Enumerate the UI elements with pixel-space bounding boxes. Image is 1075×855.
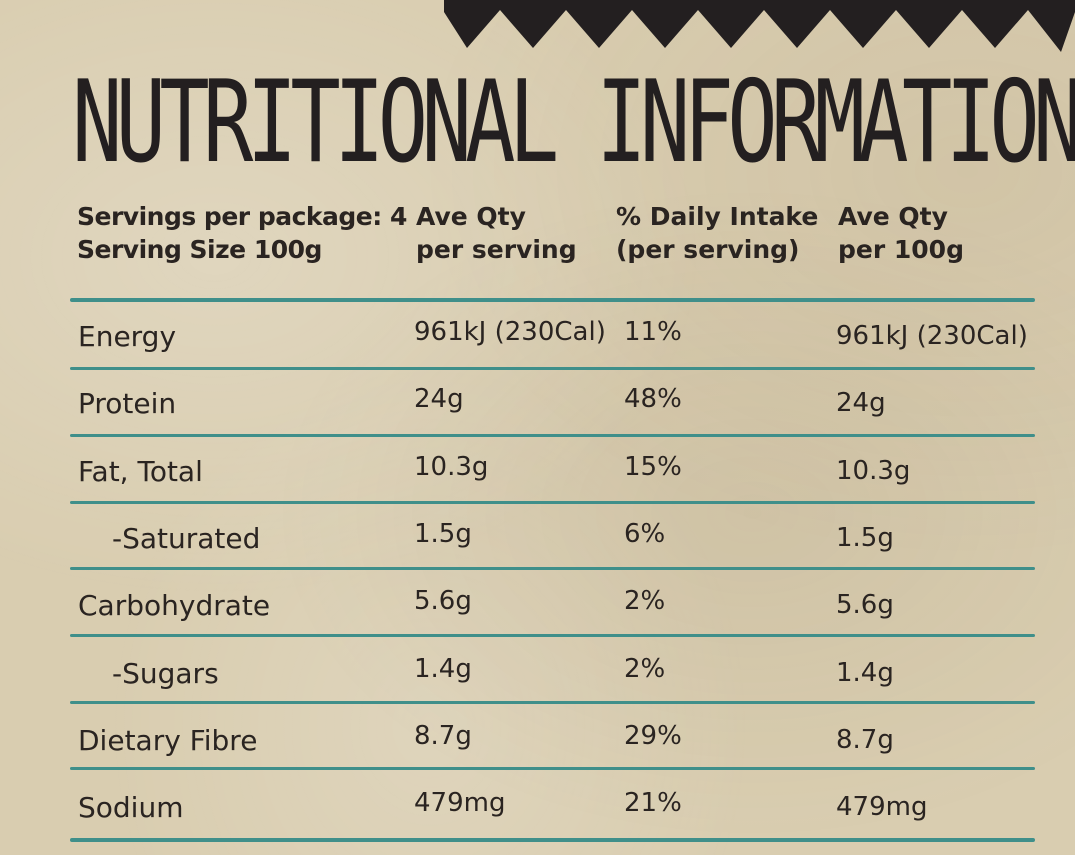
qty-per-100g: 5.6g [836, 590, 894, 620]
qty-per-serving: 1.5g [414, 519, 472, 549]
qty-per-100g: 10.3g [836, 456, 911, 486]
table-divider [70, 298, 1035, 302]
nutrient-name: Sodium [78, 791, 184, 824]
nutrient-name: -Sugars [112, 657, 219, 690]
qty-per-serving: 8.7g [414, 721, 472, 751]
header-col4-line1: Ave Qty [838, 202, 948, 231]
header-serving-size: Serving Size 100g [77, 235, 322, 264]
row-divider [70, 367, 1035, 370]
qty-per-100g: 24g [836, 388, 886, 418]
row-divider [70, 501, 1035, 504]
header-daily-intake: % Daily Intake (per serving) [616, 200, 818, 266]
table-row-saturated: -Saturated 1.5g 6% 1.5g [0, 505, 1075, 572]
qty-per-100g: 479mg [836, 792, 928, 822]
row-divider [70, 767, 1035, 770]
header-col3-line1: % Daily Intake [616, 202, 819, 231]
daily-intake-percent: 11% [624, 317, 682, 347]
qty-per-100g: 961kJ (230Cal) [836, 321, 1028, 351]
header-col4-line2: per 100g [838, 235, 964, 264]
table-row-carbohydrate: Carbohydrate 5.6g 2% 5.6g [0, 572, 1075, 639]
qty-per-100g: 8.7g [836, 725, 894, 755]
table-row-fat-total: Fat, Total 10.3g 15% 10.3g [0, 438, 1075, 505]
header-ave-qty-per-serving: Ave Qty per serving [416, 200, 577, 266]
header-servings-per-package: Servings per package: 4 [77, 202, 407, 231]
zigzag-border-decoration [444, 0, 1075, 52]
qty-per-serving: 10.3g [414, 452, 489, 482]
daily-intake-percent: 2% [624, 586, 666, 616]
nutrient-name: Fat, Total [78, 455, 203, 488]
table-bottom-rule [70, 838, 1035, 842]
qty-per-serving: 24g [414, 384, 464, 414]
table-row-protein: Protein 24g 48% 24g [0, 370, 1075, 437]
header-col2-line1: Ave Qty [416, 202, 526, 231]
daily-intake-percent: 15% [624, 452, 682, 482]
header-col2-line2: per serving [416, 235, 577, 264]
row-divider [70, 634, 1035, 637]
header-ave-qty-per-100g: Ave Qty per 100g [838, 200, 964, 266]
daily-intake-percent: 6% [624, 519, 666, 549]
nutrient-name: Carbohydrate [78, 589, 271, 622]
nutrient-name: -Saturated [112, 522, 261, 555]
header-servings: Servings per package: 4 Serving Size 100… [77, 200, 407, 266]
row-divider [70, 434, 1035, 437]
header-col3-line2: (per serving) [616, 235, 800, 264]
daily-intake-percent: 21% [624, 788, 682, 818]
qty-per-serving: 5.6g [414, 586, 472, 616]
nutrient-name: Protein [78, 387, 177, 420]
qty-per-serving: 479mg [414, 788, 506, 818]
row-divider [70, 701, 1035, 704]
daily-intake-percent: 29% [624, 721, 682, 751]
table-row-sodium: Sodium 479mg 21% 479mg [0, 774, 1075, 841]
page-title: NUTRITIONAL INFORMATION [72, 56, 1075, 188]
nutrient-name: Dietary Fibre [78, 724, 258, 757]
row-divider [70, 567, 1035, 570]
qty-per-serving: 961kJ (230Cal) [414, 317, 606, 347]
nutrient-name: Energy [78, 320, 177, 353]
table-row-sugars: -Sugars 1.4g 2% 1.4g [0, 640, 1075, 707]
table-row-dietary-fibre: Dietary Fibre 8.7g 29% 8.7g [0, 707, 1075, 774]
daily-intake-percent: 2% [624, 654, 666, 684]
qty-per-100g: 1.4g [836, 658, 894, 688]
table-row-energy: Energy 961kJ (230Cal) 11% 961kJ (230Cal) [0, 303, 1075, 370]
qty-per-100g: 1.5g [836, 523, 894, 553]
daily-intake-percent: 48% [624, 384, 682, 414]
qty-per-serving: 1.4g [414, 654, 472, 684]
